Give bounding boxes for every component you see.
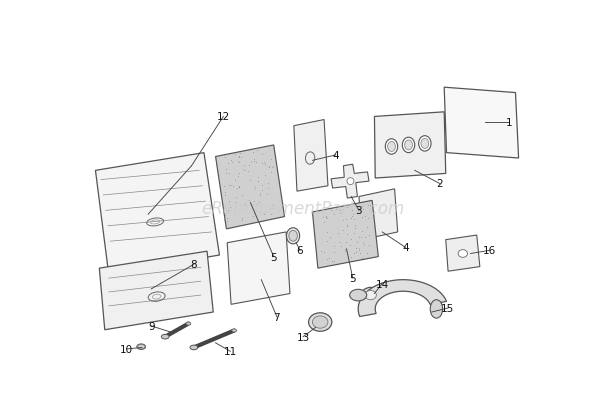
Ellipse shape: [361, 288, 380, 303]
Ellipse shape: [385, 140, 398, 155]
Text: 14: 14: [376, 279, 389, 289]
Polygon shape: [358, 280, 447, 317]
Text: 4: 4: [332, 151, 339, 161]
Text: 10: 10: [120, 344, 133, 354]
Ellipse shape: [430, 300, 442, 318]
Polygon shape: [375, 113, 446, 178]
Text: 5: 5: [270, 252, 277, 262]
Text: 3: 3: [356, 206, 362, 216]
Polygon shape: [446, 235, 480, 272]
Ellipse shape: [419, 136, 431, 152]
Polygon shape: [359, 190, 398, 240]
Ellipse shape: [289, 231, 297, 242]
Ellipse shape: [350, 290, 367, 301]
Polygon shape: [96, 153, 219, 274]
Text: 7: 7: [274, 312, 280, 322]
Ellipse shape: [232, 329, 237, 332]
Ellipse shape: [287, 228, 300, 244]
Ellipse shape: [365, 291, 376, 300]
Ellipse shape: [309, 313, 332, 332]
Text: 5: 5: [349, 273, 356, 283]
Text: 1: 1: [506, 118, 513, 128]
Ellipse shape: [190, 345, 198, 350]
Polygon shape: [294, 120, 328, 192]
Polygon shape: [99, 252, 213, 330]
Polygon shape: [227, 233, 290, 304]
Ellipse shape: [137, 344, 146, 349]
Text: 15: 15: [441, 304, 454, 313]
Text: 12: 12: [217, 112, 230, 122]
Ellipse shape: [402, 138, 415, 153]
Ellipse shape: [347, 178, 354, 185]
Text: 16: 16: [483, 246, 496, 256]
Text: 2: 2: [436, 179, 443, 189]
Ellipse shape: [388, 142, 395, 152]
Ellipse shape: [161, 335, 169, 339]
Ellipse shape: [186, 322, 191, 325]
Polygon shape: [215, 145, 284, 229]
Text: 4: 4: [402, 243, 409, 253]
Polygon shape: [313, 201, 378, 268]
Ellipse shape: [313, 316, 328, 328]
Text: 6: 6: [297, 246, 303, 256]
Ellipse shape: [421, 139, 429, 149]
Text: 8: 8: [191, 260, 197, 270]
Text: 9: 9: [148, 321, 155, 331]
Polygon shape: [331, 165, 369, 199]
Ellipse shape: [458, 250, 467, 258]
Text: eReplacementParts.com: eReplacementParts.com: [201, 199, 404, 218]
Polygon shape: [444, 88, 519, 159]
Text: 13: 13: [297, 332, 310, 342]
Text: 11: 11: [224, 347, 237, 356]
Ellipse shape: [405, 140, 412, 151]
